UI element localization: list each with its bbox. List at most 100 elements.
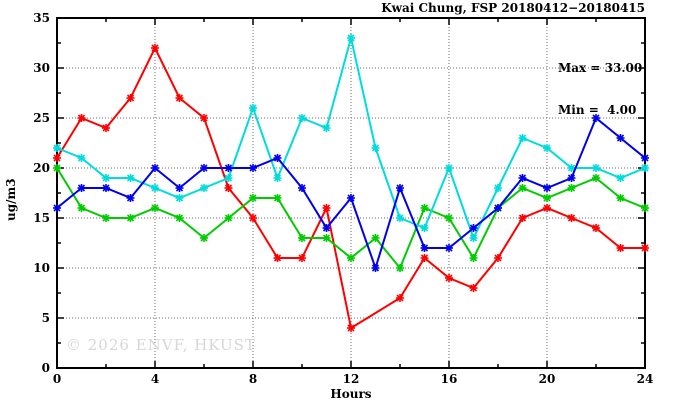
red-series-marker <box>273 254 282 262</box>
y-tick-label: 5 <box>42 311 50 325</box>
cyan-series-marker <box>494 184 502 192</box>
red-series-marker <box>249 214 257 222</box>
blue-series-marker <box>347 194 355 202</box>
red-series-marker <box>494 254 502 262</box>
cyan-series-marker <box>273 174 282 182</box>
cyan-series-marker <box>469 234 478 242</box>
green-series-marker <box>298 234 306 242</box>
red-series-marker <box>77 114 86 122</box>
cyan-series-marker <box>322 124 331 132</box>
green-series-marker <box>347 254 355 262</box>
y-tick-label: 30 <box>33 61 50 75</box>
x-tick-label: 12 <box>343 372 360 386</box>
red-series-marker <box>543 204 551 212</box>
blue-series-marker <box>469 224 478 232</box>
green-series-marker <box>396 264 404 272</box>
red-series-marker <box>641 244 649 252</box>
blue-series-marker <box>175 184 184 192</box>
red-series-marker <box>298 254 306 262</box>
cyan-series-marker <box>102 174 110 182</box>
green-series-marker <box>224 214 233 222</box>
y-tick-label: 15 <box>33 211 50 225</box>
blue-series-marker <box>298 184 306 192</box>
red-series-marker <box>567 214 576 222</box>
red-series-marker <box>592 224 600 232</box>
chart-title: Kwai Chung, FSP 20180412−20180415 <box>381 1 645 15</box>
green-series-marker <box>567 184 576 192</box>
blue-series-marker <box>518 174 527 182</box>
green-series-marker <box>641 204 649 212</box>
blue-series-marker <box>53 204 61 212</box>
min-value-label: Min = 4.00 <box>558 103 637 117</box>
cyan-series-marker <box>298 114 306 122</box>
red-series-marker <box>322 204 331 212</box>
green-series-marker <box>518 184 527 192</box>
y-tick-label: 10 <box>33 261 50 275</box>
x-tick-label: 16 <box>441 372 458 386</box>
blue-series-marker <box>592 114 600 122</box>
cyan-series-marker <box>592 164 600 172</box>
cyan-series-marker <box>616 174 625 182</box>
red-series-marker <box>224 184 233 192</box>
green-series-marker <box>371 234 380 242</box>
cyan-series-marker <box>151 184 159 192</box>
x-tick-label: 0 <box>53 372 61 386</box>
blue-series-marker <box>249 164 257 172</box>
cyan-series-marker <box>420 224 429 232</box>
blue-series-marker <box>126 194 135 202</box>
stats-box: Max = 33.00 Min = 4.00 <box>558 33 642 145</box>
blue-series-marker <box>151 164 159 172</box>
cyan-series-marker <box>200 184 208 192</box>
green-series-marker <box>543 194 551 202</box>
cyan-series-marker <box>175 194 184 202</box>
red-series-marker <box>616 244 625 252</box>
red-series-marker <box>518 214 527 222</box>
green-series-marker <box>322 234 331 242</box>
y-tick-label: 20 <box>33 161 50 175</box>
y-axis-label: ug/m3 <box>4 178 18 222</box>
green-series-marker <box>53 164 61 172</box>
red-series-marker <box>445 274 453 282</box>
red-series-marker <box>126 94 135 102</box>
cyan-series-marker <box>543 144 551 152</box>
blue-series-marker <box>273 154 282 162</box>
cyan-series-marker <box>518 134 527 142</box>
cyan-series-marker <box>567 164 576 172</box>
cyan-series-marker <box>445 164 453 172</box>
green-series-marker <box>445 214 453 222</box>
cyan-series-marker <box>396 214 404 222</box>
blue-series-marker <box>567 174 576 182</box>
x-tick-label: 4 <box>151 372 159 386</box>
blue-series-marker <box>543 184 551 192</box>
y-tick-label: 25 <box>33 111 50 125</box>
green-series-marker <box>126 214 135 222</box>
blue-series-marker <box>420 244 429 252</box>
blue-series-marker <box>371 264 380 272</box>
x-axis-label: Hours <box>330 387 372 401</box>
x-tick-label: 20 <box>539 372 556 386</box>
red-series-marker <box>102 124 110 132</box>
blue-series-marker <box>200 164 208 172</box>
cyan-series-marker <box>224 174 233 182</box>
red-series-marker <box>53 154 61 162</box>
blue-series-marker <box>641 154 649 162</box>
blue-series-marker <box>77 184 86 192</box>
red-series-marker <box>347 324 355 332</box>
x-tick-label: 8 <box>249 372 257 386</box>
red-series-marker <box>175 94 184 102</box>
red-series-marker <box>420 254 429 262</box>
blue-series-marker <box>322 224 331 232</box>
y-tick-label: 35 <box>33 11 50 25</box>
cyan-series-marker <box>249 104 257 112</box>
red-series-line <box>56 45 645 330</box>
blue-series-marker <box>224 164 233 172</box>
red-series-marker <box>151 44 159 52</box>
max-value-label: Max = 33.00 <box>558 61 643 75</box>
cyan-series-marker <box>371 144 380 152</box>
watermark: © 2026 ENVF, HKUST <box>66 336 256 354</box>
green-series-marker <box>102 214 110 222</box>
green-series-marker <box>420 204 429 212</box>
green-series-marker <box>616 194 625 202</box>
green-series-marker <box>249 194 257 202</box>
